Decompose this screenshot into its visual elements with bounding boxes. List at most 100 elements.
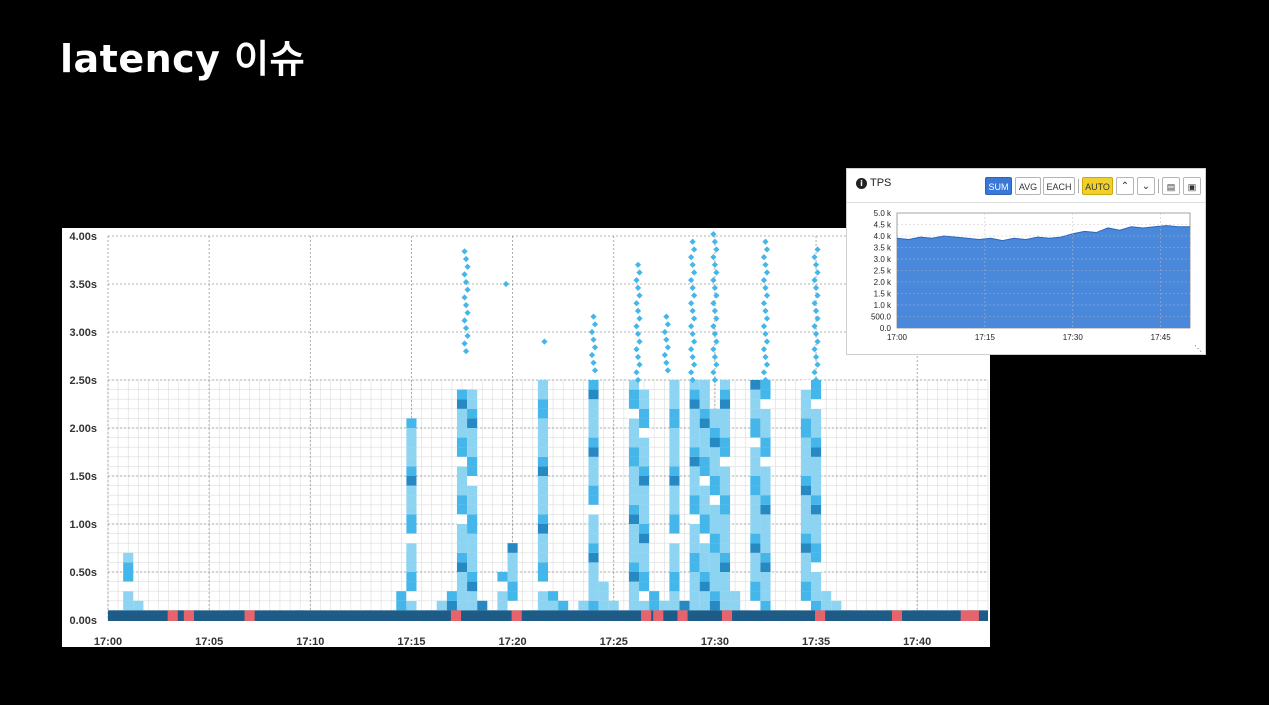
heatmap-cell <box>719 572 731 582</box>
heatmap-cell <box>831 600 842 611</box>
chevron-down-icon[interactable]: ⌄ <box>1137 177 1155 195</box>
resize-handle-icon[interactable]: ⋱ <box>1194 344 1202 353</box>
heatmap-cell <box>456 533 468 544</box>
heatmap-cell <box>588 543 599 553</box>
heatmap-cell <box>699 476 710 486</box>
outlier-point <box>461 340 468 347</box>
heatmap-cell <box>760 380 771 390</box>
x-tick-label: 17:15 <box>397 636 425 647</box>
outlier-point <box>763 246 771 253</box>
heatmap-cell <box>699 572 710 582</box>
outlier-point <box>462 348 470 355</box>
heatmap-cell <box>750 562 761 572</box>
heatmap-cell <box>507 562 518 572</box>
tps-header: i TPS SUM AVG EACH AUTO ⌃ ⌄ ▤ ▣ <box>847 169 1205 203</box>
heatmap-cell <box>628 418 640 428</box>
heatmap-cell <box>639 514 650 524</box>
heatmap-cell <box>750 581 761 592</box>
heatmap-cell <box>558 600 569 611</box>
y-tick-label: 4.00s <box>69 231 97 243</box>
heatmap-cell <box>537 437 548 448</box>
heatmap-cell <box>800 399 811 409</box>
heatmap-cell <box>760 572 771 582</box>
heatmap-cell <box>537 466 548 476</box>
heatmap-cell <box>467 572 478 582</box>
heatmap-cell <box>537 581 548 592</box>
heatmap-cell <box>497 581 508 592</box>
heatmap-cell <box>750 533 761 544</box>
heatmap-cell <box>467 504 478 515</box>
heatmap-cell <box>639 485 650 496</box>
outlier-point <box>591 321 599 328</box>
heatmap-cell <box>456 485 468 496</box>
tps-y-tick-label: 2.5 k <box>874 267 892 276</box>
heatmap-cell <box>669 543 680 553</box>
heatmap-cell <box>699 504 710 515</box>
image-export-icon[interactable]: ▣ <box>1183 177 1201 195</box>
outlier-point <box>689 330 696 338</box>
heatmap-cell <box>689 504 700 515</box>
heatmap-cell <box>467 408 478 419</box>
heatmap-cell <box>760 466 771 476</box>
heatmap-cell <box>467 581 478 592</box>
heatmap-cell <box>689 591 700 601</box>
heatmap-cell <box>709 533 720 544</box>
heatmap-cell <box>800 447 811 457</box>
heatmap-cell <box>598 600 609 611</box>
outlier-point <box>811 254 818 261</box>
avg-button[interactable]: AVG <box>1015 177 1041 195</box>
heatmap-cell <box>628 476 640 486</box>
outlier-point <box>689 261 696 268</box>
heatmap-cell <box>507 572 518 582</box>
tps-y-tick-label: 5.0 k <box>874 209 892 218</box>
each-button[interactable]: EACH <box>1043 177 1075 195</box>
outlier-point <box>814 315 821 322</box>
outlier-point <box>713 361 720 368</box>
heatmap-cell <box>588 456 599 467</box>
heatmap-cell <box>689 600 700 611</box>
heatmap-cell <box>760 389 771 400</box>
heatmap-cell <box>689 389 700 400</box>
heatmap-cell <box>689 437 700 448</box>
latency-heatmap-chart[interactable]: 0.00s 0.50s 1.00s 1.50s 2.00s 2.50s 3.00s 3.50s… <box>62 228 990 647</box>
outlier-point <box>464 263 471 270</box>
heatmap-cell <box>548 591 559 601</box>
table-view-icon[interactable]: ▤ <box>1162 177 1180 195</box>
heatmap-cell <box>709 524 720 534</box>
sum-button[interactable]: SUM <box>985 177 1012 195</box>
heatmap-cell <box>639 562 650 572</box>
heatmap-cell <box>800 380 811 390</box>
heatmap-cell <box>750 504 761 515</box>
heatmap-cell <box>800 552 811 563</box>
heatmap-cell <box>800 504 811 515</box>
x-tick-label: 17:30 <box>701 636 729 647</box>
info-icon[interactable]: i <box>856 178 867 189</box>
outlier-point <box>710 323 717 330</box>
heatmap-cell <box>497 572 508 582</box>
auto-button[interactable]: AUTO <box>1082 177 1113 195</box>
heatmap-cell <box>689 581 700 592</box>
outlier-point <box>762 353 769 361</box>
heatmap-cell <box>760 504 771 515</box>
heatmap-cell <box>719 495 731 505</box>
outlier-point <box>691 338 698 345</box>
outlier-point <box>464 286 471 293</box>
outlier-point <box>710 346 717 353</box>
heatmap-cell <box>699 562 710 572</box>
heatmap-cell <box>719 600 731 611</box>
heatmap-cell <box>669 476 680 486</box>
heatmap-cell <box>750 552 761 563</box>
tps-area-chart[interactable]: 0.0 500.0 1.0 k 1.5 k 2.0 k 2.5 k 3.0 k 3.5 k 4.… <box>847 203 1205 353</box>
outlier-point <box>636 315 643 322</box>
heatmap-cell <box>689 552 700 563</box>
outlier-point <box>661 328 668 336</box>
outlier-point <box>811 300 818 307</box>
heatmap-cell <box>719 533 731 544</box>
x-tick-label: 17:05 <box>195 636 223 647</box>
heatmap-cell <box>659 600 670 611</box>
heatmap-cell <box>810 485 822 496</box>
heatmap-cell <box>628 591 640 601</box>
heatmap-cell <box>699 428 710 438</box>
heatmap-cell <box>810 466 822 476</box>
chevron-up-icon[interactable]: ⌃ <box>1116 177 1134 195</box>
